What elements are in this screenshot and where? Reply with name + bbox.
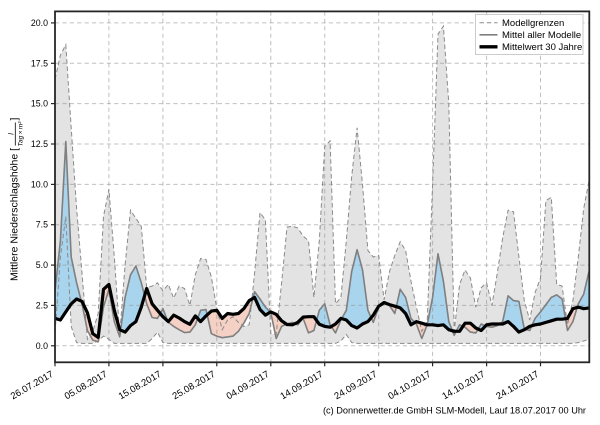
svg-text:l: l <box>9 133 16 135</box>
svg-text:7.5: 7.5 <box>36 220 48 230</box>
svg-text:20.0: 20.0 <box>31 18 48 28</box>
svg-text:(c) Donnerwetter.de GmbH SLM-M: (c) Donnerwetter.de GmbH SLM-Modell, Lau… <box>323 406 586 416</box>
svg-text:Mittlere Niederschlagshöhe [: Mittlere Niederschlagshöhe [ <box>9 148 21 281</box>
svg-text:2.5: 2.5 <box>36 300 48 310</box>
svg-text:Modellgrenzen: Modellgrenzen <box>502 18 564 29</box>
svg-text:]: ] <box>9 118 21 121</box>
svg-text:5.0: 5.0 <box>36 260 48 270</box>
svg-text:Tag × m²: Tag × m² <box>18 121 25 147</box>
svg-text:Mittel aller Modelle: Mittel aller Modelle <box>502 30 581 41</box>
svg-text:0.0: 0.0 <box>36 341 48 351</box>
svg-text:Mittelwert 30 Jahre: Mittelwert 30 Jahre <box>502 42 582 53</box>
svg-text:17.5: 17.5 <box>31 58 48 68</box>
svg-text:10.0: 10.0 <box>31 179 48 189</box>
svg-text:15.0: 15.0 <box>31 99 48 109</box>
svg-text:12.5: 12.5 <box>31 139 48 149</box>
